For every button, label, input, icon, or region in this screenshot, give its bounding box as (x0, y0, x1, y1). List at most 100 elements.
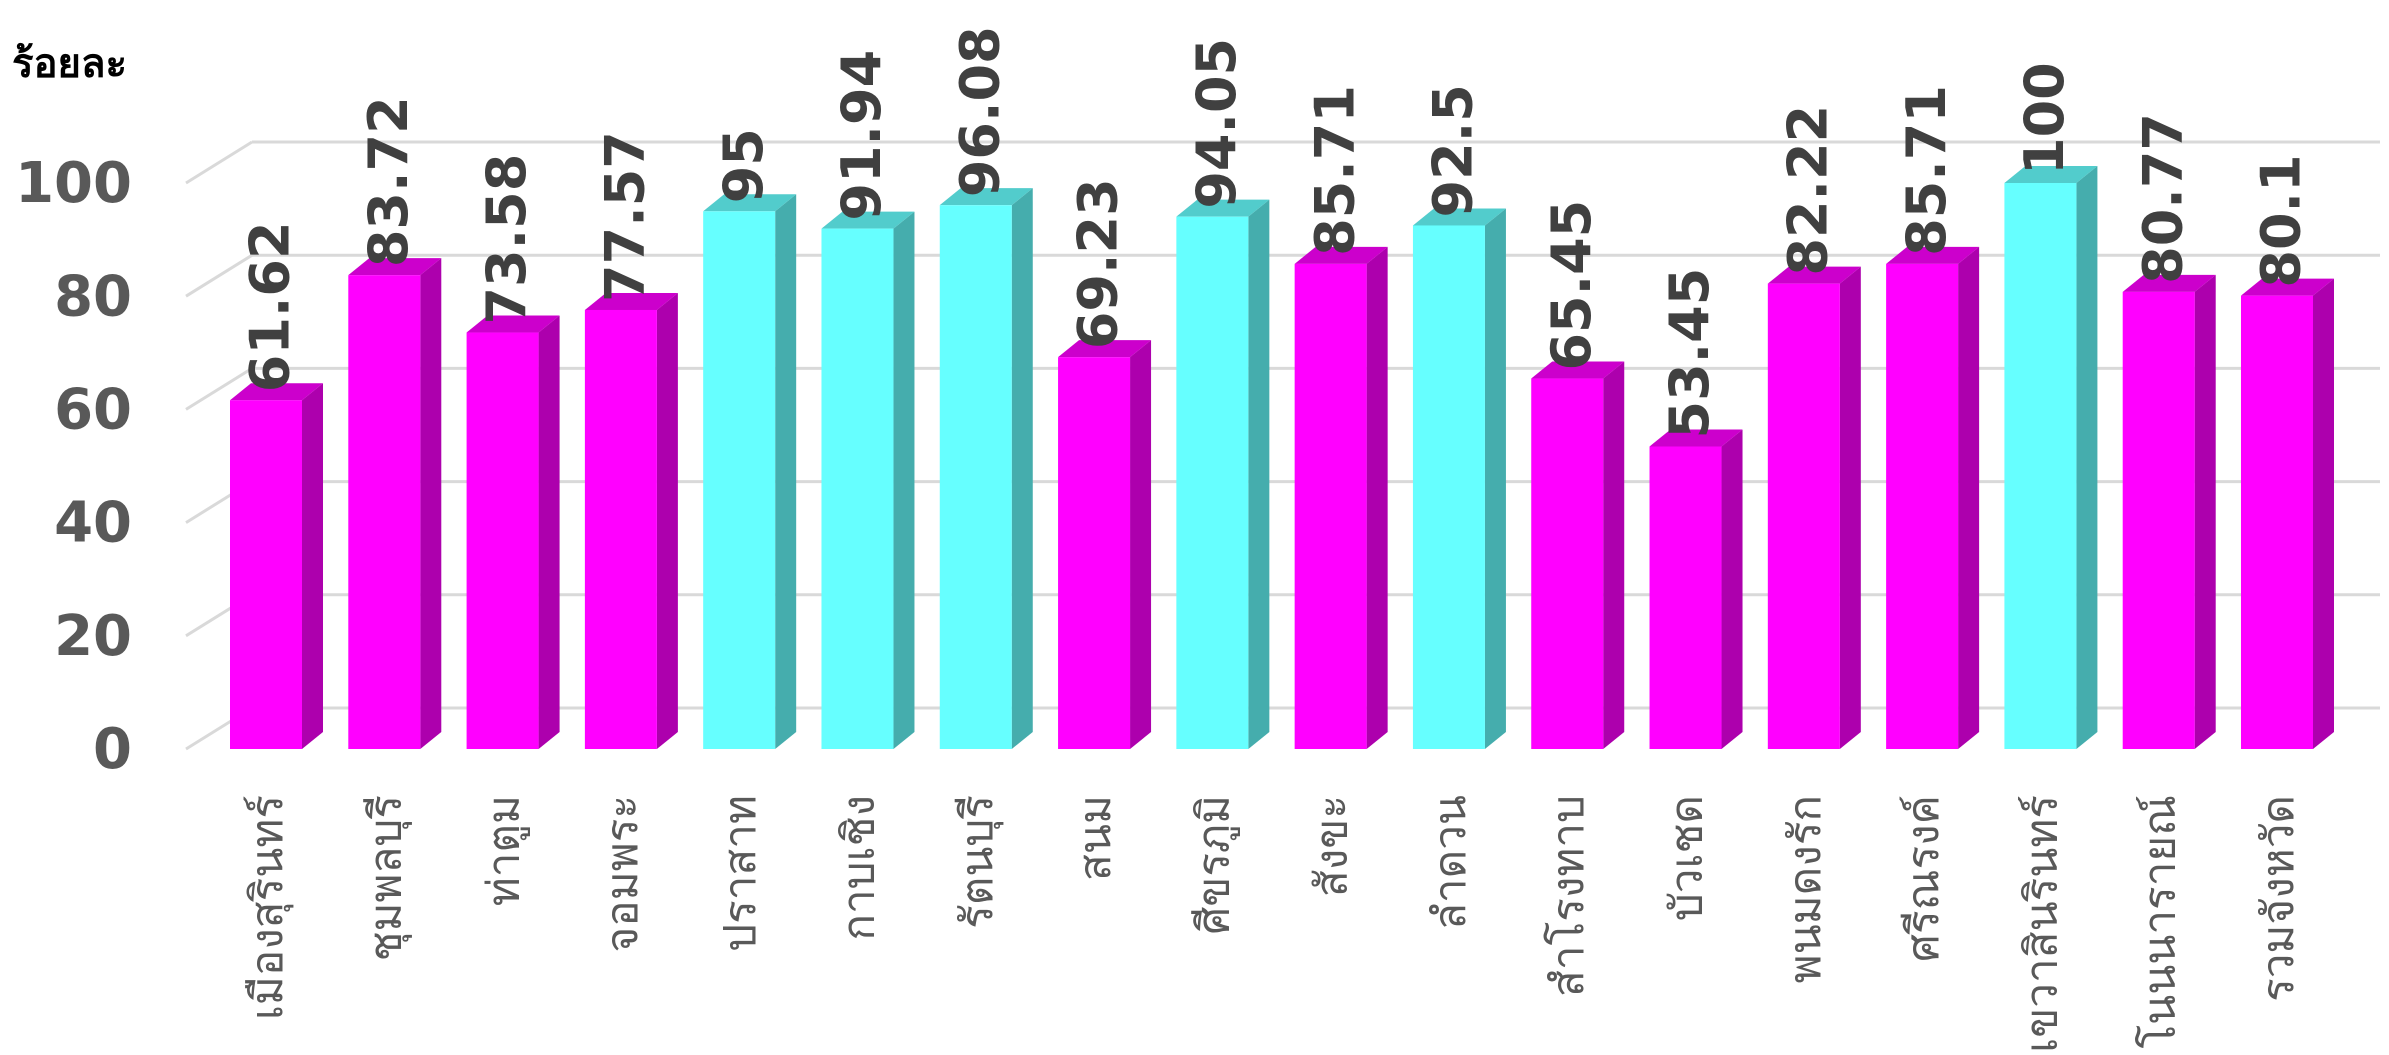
x-tick-label: ลำดวน (1425, 795, 1476, 930)
bar (466, 315, 560, 749)
value-label: 91.94 (830, 50, 893, 221)
value-label: 73.58 (475, 154, 538, 325)
bar (1767, 266, 1861, 749)
bar-side (1366, 246, 1388, 749)
value-label: 96.08 (948, 26, 1011, 197)
x-tick-label: ปราสาท (715, 795, 766, 952)
x-tick-label: สังขะ (1307, 795, 1358, 897)
bar-side (302, 383, 323, 749)
bar-side (1839, 266, 1861, 749)
x-tick-label: ศรีณรงค์ (1898, 795, 1949, 962)
bar-front (1176, 216, 1249, 749)
bar-top (939, 188, 1033, 206)
bar-top (2004, 166, 2098, 183)
bar-front (2241, 295, 2313, 749)
bar-top (1058, 340, 1152, 358)
x-tick-label: จอมพระ (597, 795, 648, 952)
bar (348, 258, 442, 749)
grid-line-side (185, 140, 253, 185)
bar (584, 292, 678, 749)
bar-side (538, 315, 560, 749)
x-tick-label: บัวเชด (1662, 795, 1713, 921)
value-label: 80.77 (2131, 113, 2194, 284)
bar (230, 383, 323, 749)
x-tick-label: กาบเชิง (833, 795, 884, 941)
bar-side (2313, 278, 2334, 749)
x-tick-label: เขวาสินรินทร์ (2016, 795, 2067, 1053)
bar-side (2076, 166, 2098, 749)
bar-side (1721, 429, 1743, 749)
bar-front (1649, 446, 1722, 749)
bar-front (939, 205, 1012, 749)
y-axis-title: ร้อยละ (12, 41, 127, 87)
y-tick-label: 0 (93, 717, 132, 782)
value-label: 85.71 (1303, 85, 1366, 256)
bar-side (2194, 274, 2216, 749)
bar-side (1011, 188, 1033, 749)
bar-top (466, 315, 560, 333)
y-tick-label: 40 (54, 491, 132, 556)
bar-front (1412, 225, 1485, 749)
bar (1294, 246, 1388, 749)
bar-top (1767, 266, 1861, 284)
bar (821, 211, 915, 749)
bar (1058, 340, 1152, 749)
x-tick-label: รวมจังหวัด (2253, 795, 2304, 1002)
x-tick-label: สนม (1070, 795, 1121, 881)
y-tick-label: 60 (54, 378, 132, 443)
bar-top (1531, 361, 1625, 379)
bar-side (893, 211, 915, 749)
bar-front (1886, 263, 1959, 749)
grid-line-side (185, 253, 253, 298)
bar (2241, 278, 2334, 749)
bar-side (1603, 361, 1625, 749)
bar-top (1649, 429, 1743, 447)
bar-top (2122, 274, 2216, 292)
value-label: 61.62 (239, 221, 302, 392)
bar-side (420, 258, 442, 749)
bar-front (230, 400, 302, 749)
bar-top (1176, 199, 1270, 217)
bar (1886, 246, 1980, 749)
bar (2122, 274, 2216, 749)
bar-side (656, 292, 678, 749)
bar-top (584, 292, 678, 310)
bar (703, 194, 797, 750)
bar (1649, 429, 1743, 749)
bar-side (1958, 246, 1980, 749)
bar-top (1412, 208, 1506, 226)
grid-line-side (185, 367, 253, 411)
bar-top (348, 258, 442, 276)
bar-top (1294, 246, 1388, 264)
bar-front (2004, 183, 2077, 749)
bar-front (584, 309, 657, 749)
value-label: 83.72 (357, 96, 420, 267)
bar (2004, 166, 2098, 749)
value-label: 95 (712, 128, 775, 203)
value-label: 69.23 (1067, 178, 1130, 349)
bar-front (1531, 378, 1604, 749)
bar-top (230, 383, 323, 401)
bar-front (1058, 357, 1131, 749)
x-tick-label: ศีขรภูมิ (1188, 795, 1240, 935)
bar-top (821, 211, 915, 229)
bar-top (2241, 278, 2334, 296)
bar-front (1294, 263, 1367, 749)
value-label: 53.45 (1658, 268, 1721, 439)
y-tick-label: 20 (54, 604, 132, 669)
value-label: 80.1 (2250, 154, 2313, 287)
x-tick-label: เมืองสุรินทร์ (242, 795, 294, 1020)
value-label: 94.05 (1185, 38, 1248, 209)
y-tick-label: 80 (54, 264, 132, 329)
x-tick-label: สำโรงทาบ (1543, 795, 1594, 997)
x-tick-label: พนมดงรัก (1780, 795, 1831, 983)
value-label: 100 (2013, 62, 2076, 175)
value-label: 65.45 (1540, 200, 1603, 371)
bar-front (1767, 283, 1840, 749)
value-label: 77.57 (594, 131, 657, 302)
bar-front (2122, 291, 2195, 749)
x-tick-label: ชุมพลบุรี (360, 795, 412, 961)
bar-side (1248, 199, 1270, 749)
x-tick-label: โนนนารายณ์ (2135, 795, 2186, 1049)
